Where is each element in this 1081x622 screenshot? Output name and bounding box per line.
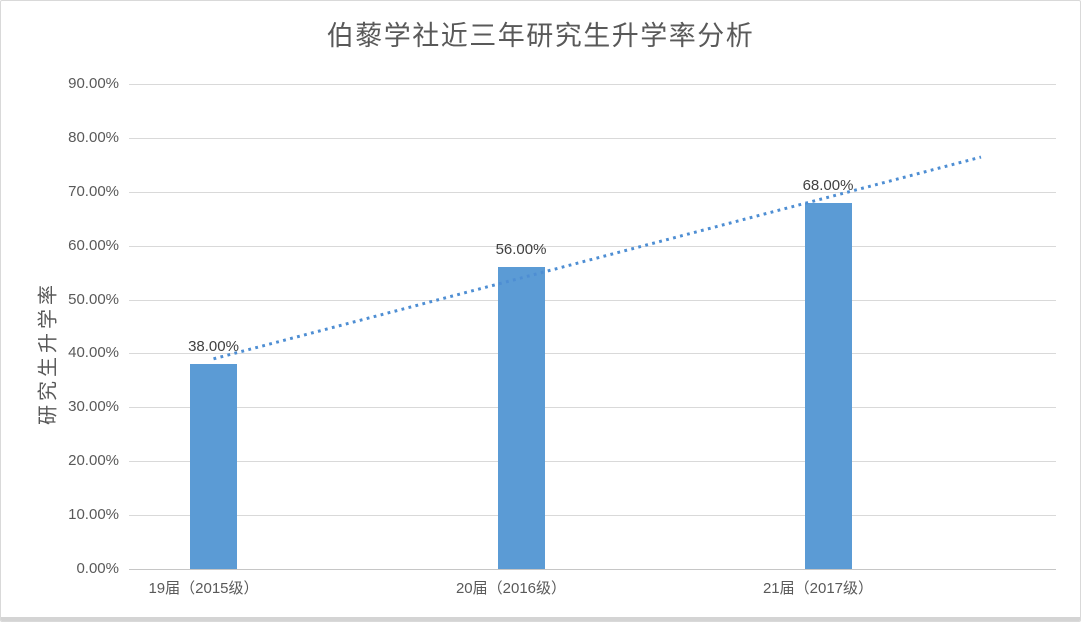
gridline — [129, 192, 1056, 193]
y-tick-label: 10.00% — [68, 506, 119, 523]
y-tick-label: 30.00% — [68, 398, 119, 415]
gridline — [129, 461, 1056, 462]
bar — [804, 202, 852, 569]
y-tick-label: 50.00% — [68, 291, 119, 308]
gridline — [129, 515, 1056, 516]
window-bottom-edge — [1, 617, 1080, 621]
gridline — [129, 246, 1056, 247]
x-category-label: 20届（2016级） — [455, 580, 567, 597]
bar-data-label: 38.00% — [188, 338, 239, 356]
bar — [190, 364, 237, 569]
bar-data-label: 56.00% — [495, 241, 547, 259]
bar — [497, 267, 545, 569]
chart-title: 伯藜学社近三年研究生升学率分析 — [326, 21, 755, 51]
y-tick-label: 40.00% — [68, 344, 119, 361]
y-tick-label: 90.00% — [68, 75, 119, 92]
x-category-label: 21届（2017级） — [762, 580, 874, 597]
gridline — [129, 138, 1056, 139]
y-tick-label: 20.00% — [68, 452, 119, 469]
y-tick-label: 80.00% — [68, 129, 119, 146]
bar-data-label: 68.00% — [802, 176, 854, 194]
gridline — [129, 84, 1056, 85]
gridline — [129, 407, 1056, 408]
y-tick-label: 0.00% — [76, 560, 119, 577]
gridline — [129, 300, 1056, 301]
x-axis-line — [129, 569, 1056, 570]
y-tick-label: 70.00% — [68, 183, 119, 200]
x-category-label: 19届（2015级） — [148, 580, 259, 597]
y-tick-label: 60.00% — [68, 237, 119, 254]
